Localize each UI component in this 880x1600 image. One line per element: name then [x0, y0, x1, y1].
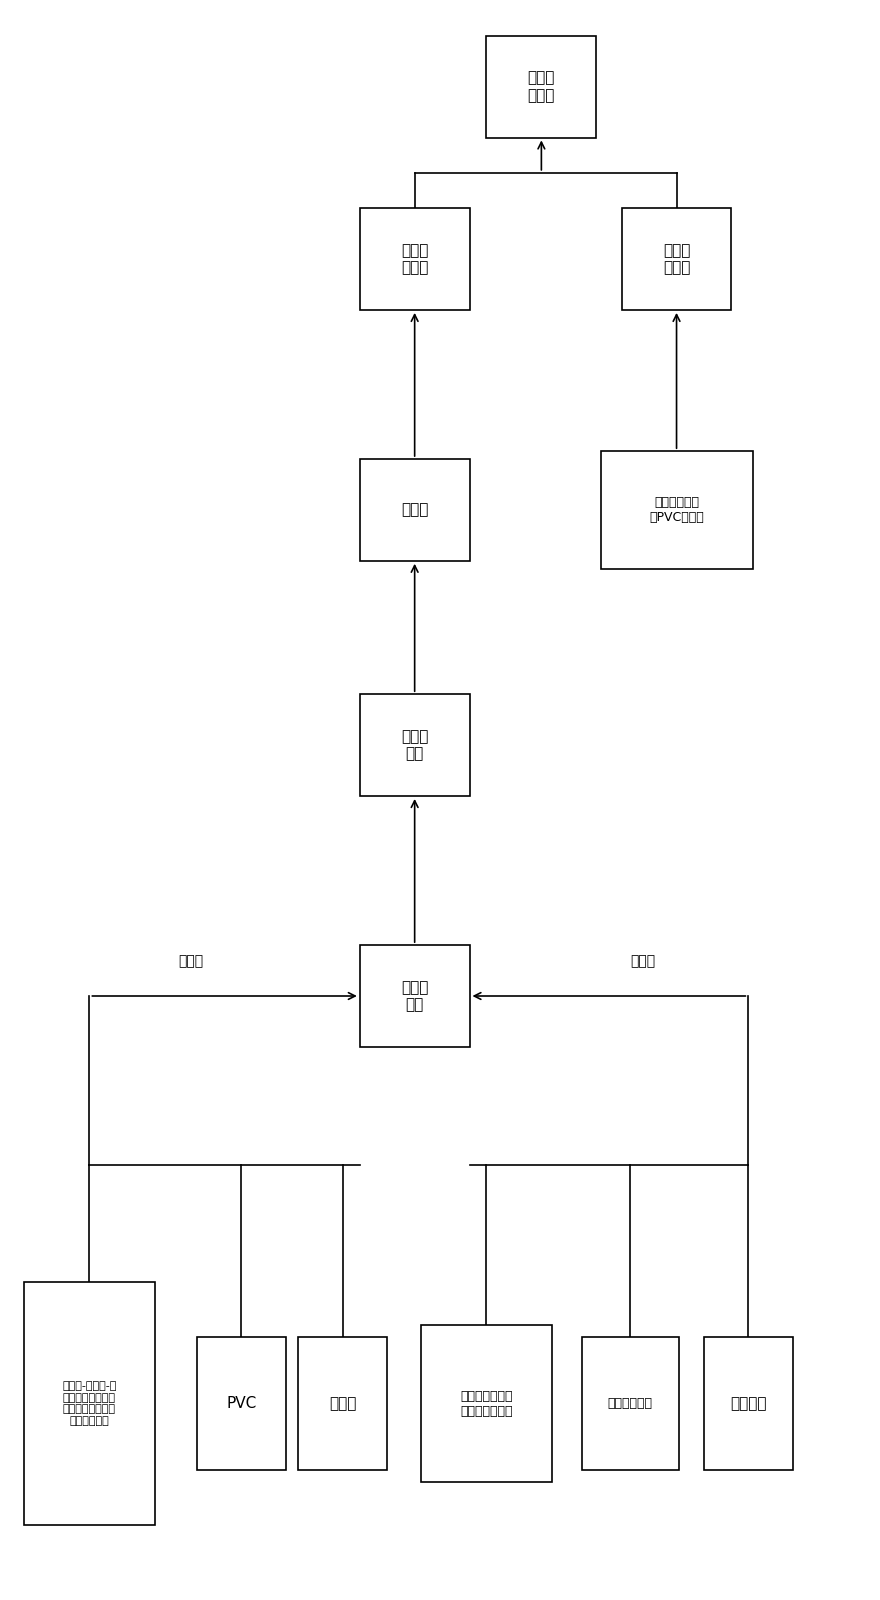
- Bar: [421, 1325, 552, 1482]
- Bar: [360, 946, 470, 1046]
- Bar: [621, 208, 731, 310]
- Text: PVC: PVC: [226, 1397, 257, 1411]
- Bar: [600, 451, 752, 568]
- Bar: [487, 35, 597, 138]
- Text: 加工助剂: 加工助剂: [730, 1397, 766, 1411]
- Text: 造粒机: 造粒机: [401, 502, 429, 517]
- Bar: [704, 1338, 793, 1470]
- Text: 硅烷偶联剂处理
后的钛酸钾晶须: 硅烷偶联剂处理 后的钛酸钾晶须: [460, 1390, 513, 1418]
- Bar: [298, 1338, 387, 1470]
- Bar: [24, 1282, 155, 1525]
- Text: 低转速: 低转速: [179, 954, 203, 968]
- Text: 添加加工助剂
的PVC干混料: 添加加工助剂 的PVC干混料: [649, 496, 704, 523]
- Text: 低速混
合机: 低速混 合机: [401, 730, 429, 762]
- Bar: [360, 694, 470, 797]
- Bar: [582, 1338, 678, 1470]
- Text: 抗冲击改性剂: 抗冲击改性剂: [607, 1397, 653, 1410]
- Text: 稳定剂: 稳定剂: [329, 1397, 356, 1411]
- Text: 单螺杆
共挤机: 单螺杆 共挤机: [401, 243, 429, 275]
- Text: 专用共
挤模具: 专用共 挤模具: [528, 70, 555, 102]
- Text: 双螺杆
挤出机: 双螺杆 挤出机: [663, 243, 690, 275]
- Text: 丙烯酸-苯乙烯-丙
烯腈共聚物或甲基
丙烯腈共聚物或甲
基丙烯酸甲酯: 丙烯酸-苯乙烯-丙 烯腈共聚物或甲基 丙烯腈共聚物或甲 基丙烯酸甲酯: [62, 1381, 116, 1426]
- Text: 高转速: 高转速: [630, 954, 656, 968]
- Bar: [360, 459, 470, 562]
- Bar: [197, 1338, 286, 1470]
- Text: 高速混
合机: 高速混 合机: [401, 979, 429, 1013]
- Bar: [360, 208, 470, 310]
